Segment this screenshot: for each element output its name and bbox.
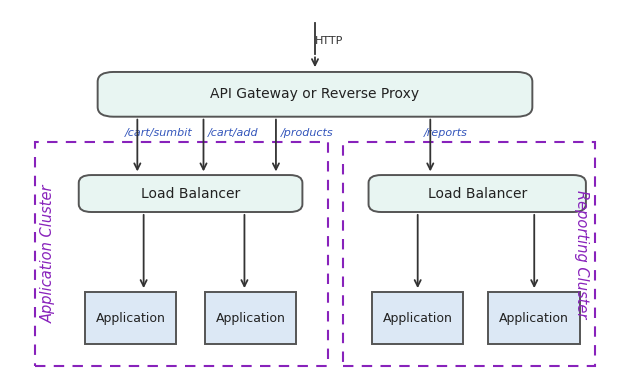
FancyBboxPatch shape bbox=[488, 292, 580, 344]
FancyBboxPatch shape bbox=[98, 72, 532, 117]
Text: Application: Application bbox=[499, 312, 569, 324]
Text: Load Balancer: Load Balancer bbox=[141, 187, 240, 200]
Text: HTTP: HTTP bbox=[315, 36, 343, 46]
FancyBboxPatch shape bbox=[372, 292, 463, 344]
FancyBboxPatch shape bbox=[369, 175, 586, 212]
Text: /reports: /reports bbox=[423, 128, 467, 138]
Text: Load Balancer: Load Balancer bbox=[428, 187, 527, 200]
Text: /products: /products bbox=[280, 128, 333, 138]
Text: /cart/add: /cart/add bbox=[208, 128, 258, 138]
FancyBboxPatch shape bbox=[85, 292, 176, 344]
Text: /cart/sumbit: /cart/sumbit bbox=[125, 128, 193, 138]
FancyBboxPatch shape bbox=[205, 292, 296, 344]
Text: Application: Application bbox=[215, 312, 285, 324]
Text: Application: Application bbox=[382, 312, 452, 324]
Text: Application Cluster: Application Cluster bbox=[41, 184, 56, 323]
Text: Application: Application bbox=[96, 312, 166, 324]
Text: Reporting Cluster: Reporting Cluster bbox=[574, 189, 589, 318]
Text: API Gateway or Reverse Proxy: API Gateway or Reverse Proxy bbox=[210, 88, 420, 101]
FancyBboxPatch shape bbox=[79, 175, 302, 212]
